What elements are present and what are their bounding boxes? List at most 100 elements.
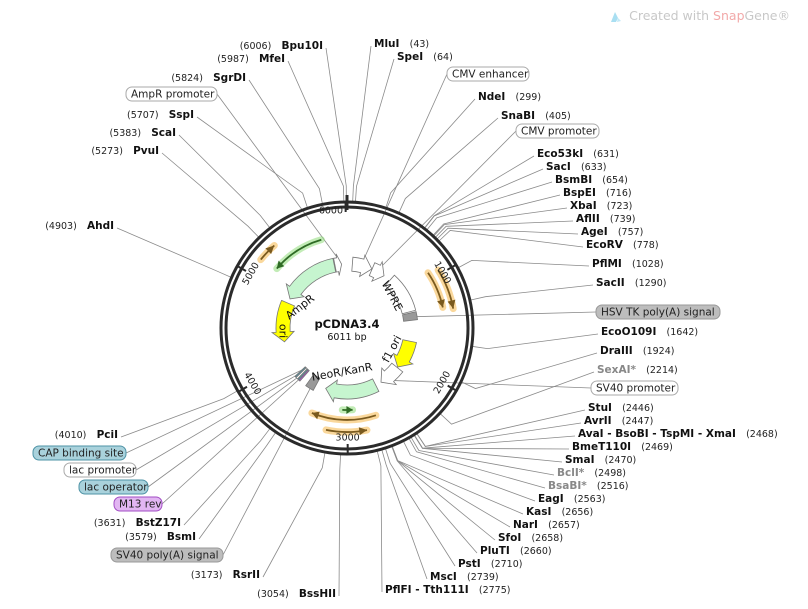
feature-callout-lac-promoter[interactable]: lac promoter: [63, 462, 137, 478]
enzyme-site-rsrii[interactable]: (3173) RsrII: [191, 566, 260, 585]
enzyme-site-bcli-[interactable]: BclI* (2498): [557, 464, 626, 483]
enzyme-site-bpu10i[interactable]: (6006) Bpu10I: [240, 37, 323, 56]
enzyme-position: (405): [545, 111, 571, 122]
ampr-promoter-feature[interactable]: [333, 253, 343, 276]
enzyme-label: BclI* (2498): [557, 464, 626, 483]
enzyme-site-pflfi-tth111i[interactable]: PflFI - Tth111I (2775): [385, 581, 510, 600]
enzyme-position: (5273): [91, 146, 123, 157]
enzyme-site-bsmi[interactable]: (3579) BsmI: [125, 528, 196, 547]
enzyme-label: EagI (2563): [538, 490, 605, 509]
leader-line: [116, 227, 231, 278]
enzyme-position: (2658): [531, 533, 563, 544]
leader-line: [470, 284, 594, 301]
enzyme-site-snabi[interactable]: SnaBI (405): [501, 107, 571, 126]
enzyme-site-nari[interactable]: NarI (2657): [513, 516, 580, 535]
tick-label: 6000: [319, 206, 343, 217]
enzyme-site-bmet110i[interactable]: BmeT110I (2469): [572, 438, 673, 457]
enzyme-site-scai[interactable]: (5383) ScaI: [109, 124, 176, 143]
snapgene-logo-icon: [611, 11, 622, 22]
enzyme-site-avai-bsobi-tspmi-xmai[interactable]: AvaI - BsoBI - TspMI - XmaI (2468): [578, 425, 778, 444]
feature-callout-sv40-promoter[interactable]: SV40 promoter: [590, 380, 679, 396]
feature-callout-m13-rev[interactable]: M13 rev: [113, 496, 163, 512]
enzyme-site-pflmi[interactable]: PflMI (1028): [592, 255, 664, 274]
enzyme-site-spei[interactable]: SpeI (64): [397, 48, 453, 67]
enzyme-site-bsabi-[interactable]: BsaBI* (2516): [548, 477, 629, 496]
enzyme-label: BsmBI (654): [555, 171, 628, 190]
enzyme-name: KasI: [526, 506, 551, 518]
callout-text: M13 rev: [119, 499, 162, 511]
enzyme-site-eagi[interactable]: EagI (2563): [538, 490, 605, 509]
enzyme-site-msci[interactable]: MscI (2739): [430, 568, 499, 587]
feature-callout-ampr-promoter[interactable]: AmpR promoter: [125, 86, 218, 102]
enzyme-site-sgrdi[interactable]: (5824) SgrDI: [171, 69, 246, 88]
enzyme-name: PflFI - Tth111I: [385, 584, 469, 596]
feature-callout-cap-binding-site[interactable]: CAP binding site: [32, 445, 127, 461]
feature-callout-lac-operator[interactable]: lac operator: [78, 479, 149, 495]
cap-binding-site-feature[interactable]: [294, 366, 307, 378]
enzyme-site-sfoi[interactable]: SfoI (2658): [498, 529, 563, 548]
enzyme-site-sspi[interactable]: (5707) SspI: [127, 106, 194, 125]
cmv-promoter-feature[interactable]: [368, 260, 385, 283]
enzyme-site-bsmbi[interactable]: BsmBI (654): [555, 171, 628, 190]
enzyme-name: PluTI: [480, 545, 510, 557]
enzyme-site-ecorv[interactable]: EcoRV (778): [586, 236, 659, 255]
enzyme-label: XbaI (723): [570, 197, 632, 216]
feature-callout-hsv-tk-poly-a-signal[interactable]: HSV TK poly(A) signal: [595, 304, 721, 320]
enzyme-site-sacii[interactable]: SacII (1290): [596, 274, 666, 293]
feature-callout-cmv-enhancer[interactable]: CMV enhancer: [446, 66, 530, 82]
enzyme-site-smai[interactable]: SmaI (2470): [565, 451, 636, 470]
enzyme-site-pcii[interactable]: (4010) PciI: [55, 426, 118, 445]
f1-ori-feature[interactable]: [392, 339, 417, 368]
sv40-polya-feature[interactable]: [305, 373, 321, 391]
enzyme-site-kasi[interactable]: KasI (2656): [526, 503, 593, 522]
enzyme-site-bsshii[interactable]: (3054) BssHII: [257, 585, 336, 604]
enzyme-position: (2498): [594, 468, 626, 479]
enzyme-site-bspei[interactable]: BspEI (716): [563, 184, 632, 203]
leader-line: [338, 454, 341, 597]
enzyme-site-mlui[interactable]: MluI (43): [374, 35, 429, 54]
enzyme-site-sexai-[interactable]: SexAI* (2214): [597, 361, 678, 380]
enzyme-label: (5383) ScaI: [109, 124, 176, 143]
leader-line: [394, 380, 592, 389]
leader-line: [472, 333, 599, 349]
enzyme-site-ecoo109i[interactable]: EcoO109I (1642): [601, 323, 698, 342]
ori-feature[interactable]: [270, 299, 296, 343]
enzyme-site-aflii[interactable]: AflII (739): [576, 210, 635, 229]
leader-line: [435, 220, 574, 238]
enzyme-site-pluti[interactable]: PluTI (2660): [480, 542, 552, 561]
enzyme-site-pvui[interactable]: (5273) PvuI: [91, 142, 159, 161]
enzyme-name: PvuI: [133, 145, 159, 157]
enzyme-site-avrii[interactable]: AvrII (2447): [584, 412, 653, 431]
ampr-feature[interactable]: [285, 257, 337, 300]
leader-line: [381, 449, 428, 580]
feature-callout-cmv-promoter[interactable]: CMV promoter: [515, 123, 600, 139]
cmv-enhancer-feature[interactable]: [351, 254, 373, 278]
feature-callout-sv40-poly-a-signal[interactable]: SV40 poly(A) signal: [110, 547, 224, 563]
enzyme-site-mfei[interactable]: (5987) MfeI: [217, 50, 285, 69]
enzyme-site-xbai[interactable]: XbaI (723): [570, 197, 632, 216]
wpre-feature[interactable]: [384, 274, 417, 315]
enzyme-site-saci[interactable]: SacI (633): [546, 158, 607, 177]
neor-kanr-feature[interactable]: [325, 378, 380, 403]
enzyme-site-draiii[interactable]: DraIII (1924): [600, 342, 674, 361]
hsv-tk-polya-feature[interactable]: [402, 311, 418, 322]
enzyme-site-ndei[interactable]: NdeI (299): [478, 88, 541, 107]
callout-box: [113, 496, 163, 512]
enzyme-site-bstz17i[interactable]: (3631) BstZ17I: [94, 514, 181, 533]
enzyme-name: BmeT110I: [572, 441, 631, 453]
leader-line: [376, 451, 383, 593]
enzyme-site-eco53ki[interactable]: Eco53kI (631): [537, 145, 619, 164]
orf-arrow[interactable]: [260, 244, 275, 261]
enzyme-name: NarI: [513, 519, 538, 531]
enzyme-label: PluTI (2660): [480, 542, 552, 561]
enzyme-site-psti[interactable]: PstI (2710): [458, 555, 522, 574]
enzyme-name: PciI: [97, 429, 118, 441]
enzyme-site-agei[interactable]: AgeI (757): [581, 223, 643, 242]
enzyme-site-stui[interactable]: StuI (2446): [588, 399, 654, 418]
enzyme-label: SacI (633): [546, 158, 607, 177]
plasmid-length: 6011 bp: [327, 332, 366, 343]
enzyme-name: AvaI - BsoBI - TspMI - XmaI: [578, 428, 736, 440]
enzyme-site-ahdi[interactable]: (4903) AhdI: [45, 217, 114, 236]
orf-arrowhead-icon: [311, 411, 320, 420]
sv40-promoter-feature[interactable]: [380, 362, 404, 386]
